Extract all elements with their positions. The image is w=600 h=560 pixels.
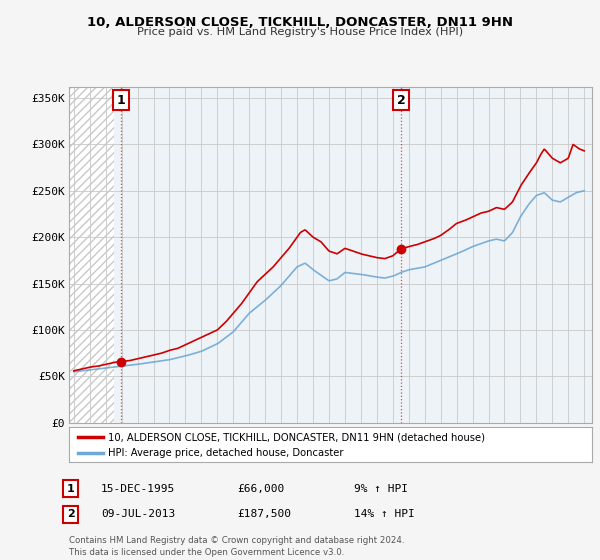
Text: 09-JUL-2013: 09-JUL-2013	[101, 509, 175, 519]
Text: 2: 2	[397, 94, 406, 107]
Bar	[69, 87, 113, 423]
Text: Price paid vs. HM Land Registry's House Price Index (HPI): Price paid vs. HM Land Registry's House …	[137, 27, 463, 37]
Text: £66,000: £66,000	[237, 484, 284, 494]
Text: Contains HM Land Registry data © Crown copyright and database right 2024.
This d: Contains HM Land Registry data © Crown c…	[69, 536, 404, 557]
Text: 14% ↑ HPI: 14% ↑ HPI	[354, 509, 415, 519]
Text: 15-DEC-1995: 15-DEC-1995	[101, 484, 175, 494]
Text: 1: 1	[67, 484, 74, 494]
Text: £187,500: £187,500	[237, 509, 291, 519]
Text: 2: 2	[67, 509, 74, 519]
Text: 10, ALDERSON CLOSE, TICKHILL, DONCASTER, DN11 9HN: 10, ALDERSON CLOSE, TICKHILL, DONCASTER,…	[87, 16, 513, 29]
Text: 10, ALDERSON CLOSE, TICKHILL, DONCASTER, DN11 9HN (detached house): 10, ALDERSON CLOSE, TICKHILL, DONCASTER,…	[108, 432, 485, 442]
Text: 1: 1	[116, 94, 125, 107]
Bar	[69, 87, 113, 423]
Text: 9% ↑ HPI: 9% ↑ HPI	[354, 484, 408, 494]
Text: HPI: Average price, detached house, Doncaster: HPI: Average price, detached house, Donc…	[108, 449, 344, 458]
